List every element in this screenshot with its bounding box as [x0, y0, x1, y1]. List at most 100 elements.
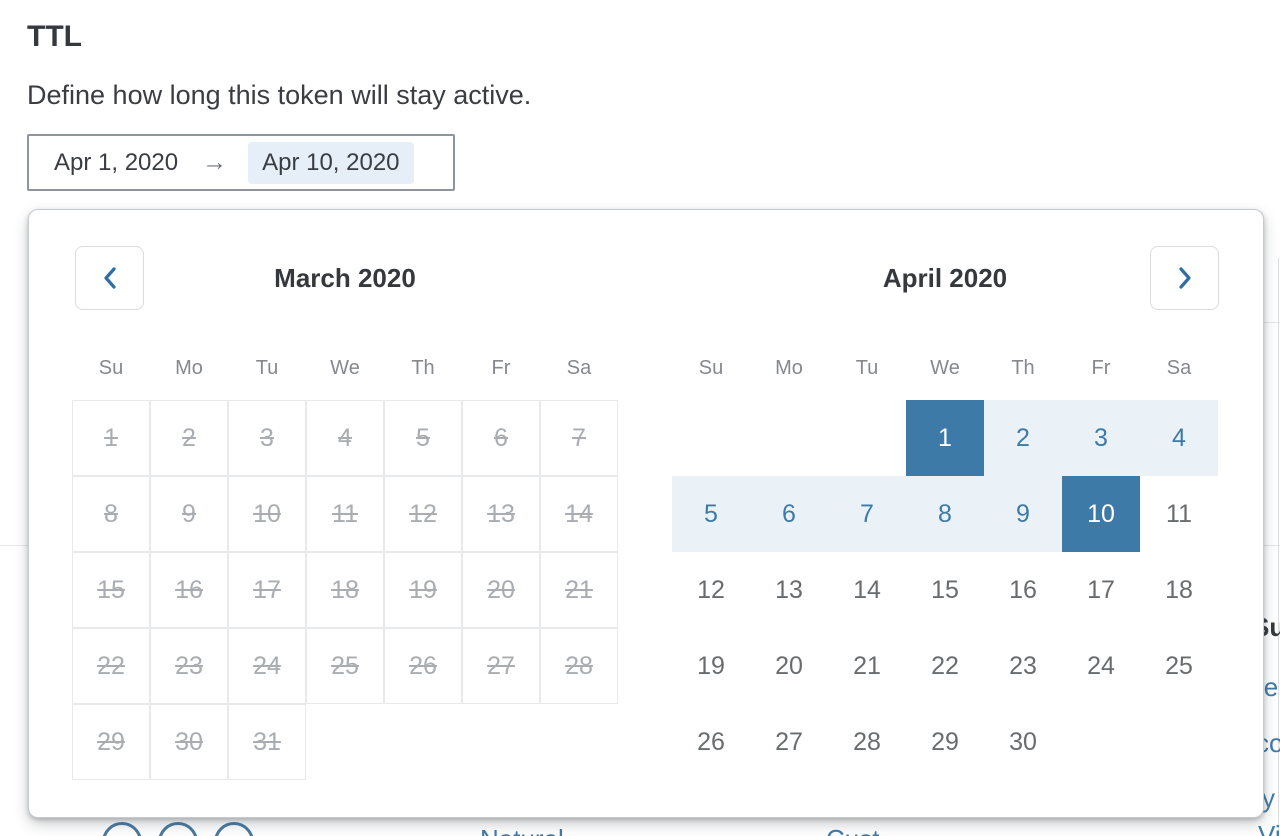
day-cell-march-23: 23: [150, 628, 228, 704]
day-cell-march-7: 7: [540, 400, 618, 476]
day-cell-march-9: 9: [150, 476, 228, 552]
day-cell-april-30[interactable]: 30: [1009, 728, 1037, 756]
day-cell-april-18[interactable]: 18: [1165, 576, 1193, 604]
weekday-label-th: Th: [1011, 357, 1035, 379]
day-cell-march-14: 14: [540, 476, 618, 552]
day-cell-april-23[interactable]: 23: [1009, 652, 1037, 680]
day-cell-april-10[interactable]: 10: [1062, 476, 1140, 552]
day-cell-march-11: 11: [306, 476, 384, 552]
day-cell-march-24: 24: [228, 628, 306, 704]
day-cell-march-16: 16: [150, 552, 228, 628]
chevron-right-icon: [1174, 265, 1196, 291]
page-description: Define how long this token will stay act…: [27, 80, 532, 110]
day-cell-april-24[interactable]: 24: [1087, 652, 1115, 680]
date-range-input[interactable]: Apr 1, 2020 → Apr 10, 2020: [27, 134, 455, 191]
day-cell-march-28: 28: [540, 628, 618, 704]
day-cell-april-16[interactable]: 16: [1009, 576, 1037, 604]
weekday-label-tu: Tu: [255, 357, 279, 379]
day-cell-march-17: 17: [228, 552, 306, 628]
day-cell-march-13: 13: [462, 476, 540, 552]
weekday-label-su: Su: [698, 357, 724, 379]
day-cell-march-22: 22: [72, 628, 150, 704]
day-cell-march-20: 20: [462, 552, 540, 628]
day-cell-march-30: 30: [150, 704, 228, 780]
end-date-value[interactable]: Apr 10, 2020: [248, 141, 414, 184]
day-cell-march-2: 2: [150, 400, 228, 476]
day-cell-april-3[interactable]: 3: [1062, 400, 1140, 476]
day-cell-march-5: 5: [384, 400, 462, 476]
day-cell-april-6[interactable]: 6: [750, 476, 828, 552]
month-title-april: April 2020: [882, 263, 1008, 293]
day-cell-march-3: 3: [228, 400, 306, 476]
day-cell-march-8: 8: [72, 476, 150, 552]
circle-outline-partial[interactable]: [102, 822, 142, 836]
day-cell-march-19: 19: [384, 552, 462, 628]
calendar-month-april: Su Mo Tu We Th Fr Sa 1 2 3 4 5 6 7 8 9 10 11 12 13 14 15 16 17…: [672, 356, 1218, 780]
background-link-fragment[interactable]: Cust: [826, 824, 879, 836]
weekday-label-su: Su: [98, 357, 124, 379]
month-title-march: March 2020: [274, 263, 416, 293]
day-cell-april-27[interactable]: 27: [775, 728, 803, 756]
chevron-left-icon: [99, 265, 121, 291]
day-grid: 1 2 3 4 5 6 7 8 9 10 11 12 13 14 15 16 17 18 19 20 21 22 23 24 2…: [672, 400, 1218, 780]
day-cell-april-15[interactable]: 15: [931, 576, 959, 604]
day-cell-april-28[interactable]: 28: [853, 728, 881, 756]
day-cell-april-19[interactable]: 19: [697, 652, 725, 680]
day-cell-april-5[interactable]: 5: [672, 476, 750, 552]
background-card-border: [1278, 258, 1279, 836]
day-cell-april-14[interactable]: 14: [853, 576, 881, 604]
day-cell-march-29: 29: [72, 704, 150, 780]
circle-outline-partial[interactable]: [158, 822, 198, 836]
weekday-label-sa: Sa: [1166, 357, 1192, 379]
start-date-value[interactable]: Apr 1, 2020: [54, 148, 179, 176]
day-cell-april-22[interactable]: 22: [931, 652, 959, 680]
day-cell-april-1[interactable]: 1: [906, 400, 984, 476]
empty-day-cell: [828, 400, 906, 476]
weekday-label-fr: Fr: [1091, 357, 1111, 379]
empty-day-cell: [672, 400, 750, 476]
arrow-right-icon: →: [202, 148, 228, 176]
day-cell-march-4: 4: [306, 400, 384, 476]
weekday-label-fr: Fr: [491, 357, 511, 379]
day-cell-april-8[interactable]: 8: [906, 476, 984, 552]
weekday-header-row: Su Mo Tu We Th Fr Sa: [72, 356, 618, 380]
empty-day-cell: [750, 400, 828, 476]
day-cell-april-17[interactable]: 17: [1087, 576, 1115, 604]
weekday-label-mo: Mo: [775, 357, 803, 379]
day-cell-march-12: 12: [384, 476, 462, 552]
weekday-label-tu: Tu: [855, 357, 879, 379]
day-cell-april-21[interactable]: 21: [853, 652, 881, 680]
weekday-label-mo: Mo: [175, 357, 203, 379]
circle-outline-partial[interactable]: [214, 822, 254, 836]
weekday-label-we: We: [930, 357, 960, 379]
previous-month-button[interactable]: [75, 246, 144, 310]
day-cell-april-13[interactable]: 13: [775, 576, 803, 604]
background-link-fragment[interactable]: Vi: [1258, 820, 1280, 836]
day-cell-april-20[interactable]: 20: [775, 652, 803, 680]
background-link-fragment[interactable]: Natural: [480, 824, 564, 836]
weekday-header-row: Su Mo Tu We Th Fr Sa: [672, 356, 1218, 380]
weekday-label-th: Th: [411, 357, 435, 379]
day-cell-march-26: 26: [384, 628, 462, 704]
page-title: TTL: [27, 20, 82, 53]
next-month-button[interactable]: [1150, 246, 1219, 310]
calendar-month-march: Su Mo Tu We Th Fr Sa 1 2 3 4 5 6 7 8 9 10 11 12 13 14 15 16 17…: [72, 356, 618, 780]
background-link-fragment[interactable]: y: [1262, 783, 1275, 813]
day-cell-march-1: 1: [72, 400, 150, 476]
day-cell-march-25: 25: [306, 628, 384, 704]
day-cell-march-18: 18: [306, 552, 384, 628]
day-cell-march-31: 31: [228, 704, 306, 780]
day-cell-april-7[interactable]: 7: [828, 476, 906, 552]
day-cell-april-4[interactable]: 4: [1140, 400, 1218, 476]
day-cell-march-10: 10: [228, 476, 306, 552]
day-cell-april-11[interactable]: 11: [1166, 500, 1192, 528]
day-cell-april-9[interactable]: 9: [984, 476, 1062, 552]
day-cell-april-25[interactable]: 25: [1165, 652, 1193, 680]
weekday-label-we: We: [330, 357, 360, 379]
day-cell-april-26[interactable]: 26: [697, 728, 725, 756]
day-cell-april-2[interactable]: 2: [984, 400, 1062, 476]
day-cell-april-12[interactable]: 12: [697, 576, 725, 604]
day-cell-april-29[interactable]: 29: [931, 728, 959, 756]
day-cell-march-15: 15: [72, 552, 150, 628]
